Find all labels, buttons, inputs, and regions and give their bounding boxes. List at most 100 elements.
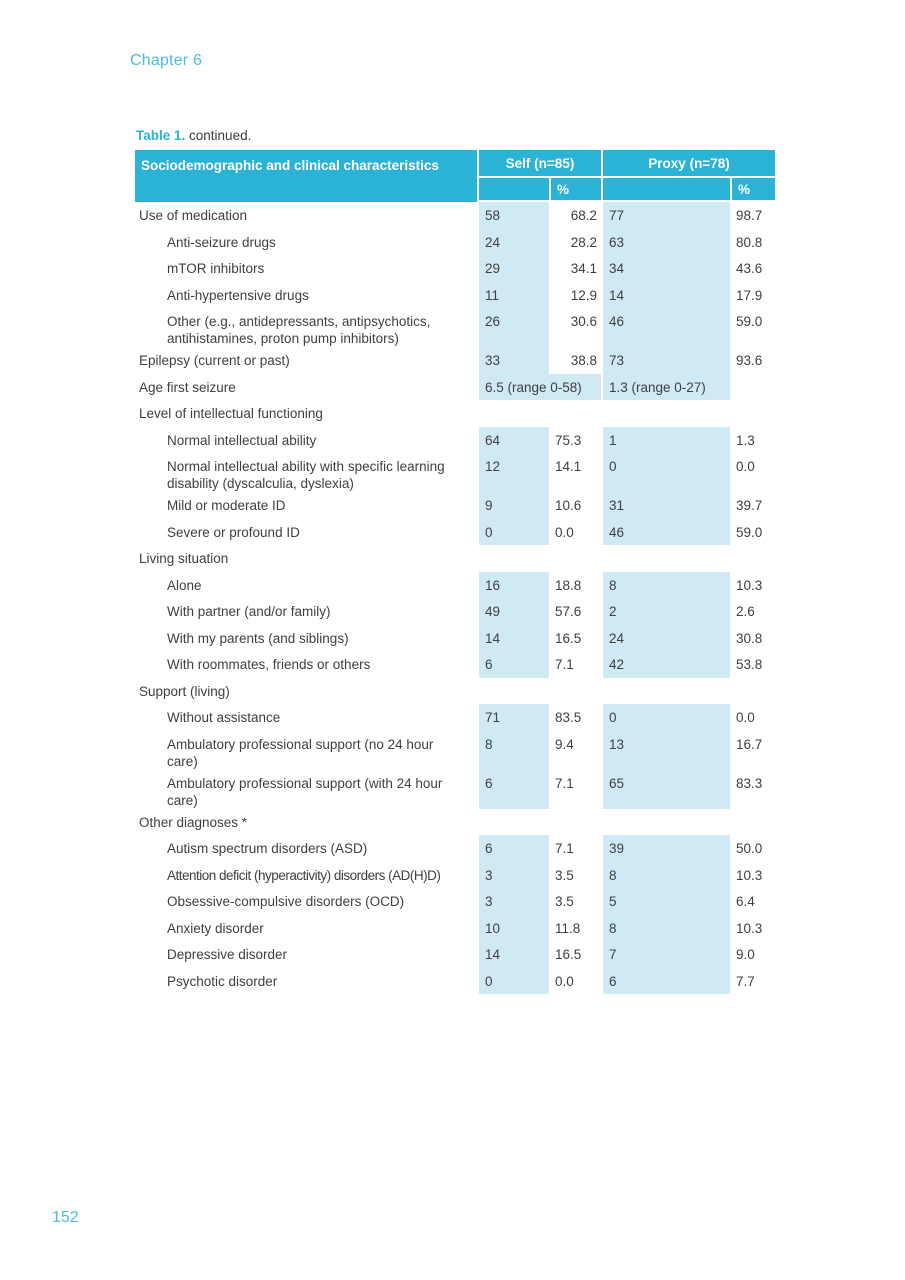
cell-proxy-pct: 1.3 [736,432,755,448]
row-label: With my parents (and siblings) [167,630,349,646]
header-proxy-n [601,178,730,202]
cell-proxy-n: 65 [601,769,730,809]
row-label: Ambulatory professional support (no 24 h… [167,736,434,769]
cell-proxy-n: 24 [601,624,730,651]
cell-proxy-pct: 53.8 [736,657,763,672]
cell-proxy-n: 39 [601,835,730,862]
table-caption: Table 1. continued. [136,128,251,143]
table-row: Psychotic disorder 0 0.0 6 7.7 [135,967,775,994]
cell-self-n: 14 [477,941,549,968]
row-label: Normal intellectual ability with specifi… [167,459,445,491]
section-row: Support (living) [135,678,775,705]
cell-proxy-pct: 30.8 [736,630,763,646]
cell-self-pct: 9.4 [555,736,574,752]
cell-self-n: 16 [477,571,549,598]
cell-proxy-n: 6 [601,967,730,994]
page-number: 152 [52,1209,79,1226]
section-label: Living situation [139,551,229,566]
row-label: Age first seizure [139,379,236,395]
section-label: Other diagnoses * [139,814,248,830]
table-row: Ambulatory professional support (with 24… [135,769,775,809]
cell-self-n: 0 [477,967,549,994]
header-row-groups: Sociodemographic and clinical characteri… [135,150,776,202]
cell-self-pct: 30.6 [570,314,597,329]
header-proxy-pct: % [730,178,776,202]
cell-self-pct: 14.1 [555,459,582,474]
characteristics-table: Sociodemographic and clinical characteri… [135,150,776,994]
header-row-sub: % % [135,178,776,202]
row-label: Other (e.g., antidepressants, antipsycho… [167,314,431,346]
cell-self-pct: 0.0 [555,973,574,989]
cell-self-pct: 18.8 [555,577,582,593]
table-row: Anti-seizure drugs 24 28.2 63 80.8 [135,228,775,255]
cell-self-pct: 7.1 [555,657,574,672]
cell-self-pct: 38.8 [570,353,597,368]
cell-self-n: 0 [477,518,549,545]
cell-proxy-pct: 16.7 [736,736,763,752]
cell-self-n: 58 [477,202,549,229]
row-label: Without assistance [167,710,281,725]
cell-self-range: 6.5 (range 0-58) [477,373,601,400]
row-label: With partner (and/or family) [167,604,331,619]
row-label: Obsessive-compulsive disorders (OCD) [167,894,405,909]
cell-proxy-n: 5 [601,888,730,915]
cell-self-pct: 3.5 [555,867,574,883]
table-row: Anti-hypertensive drugs 11 12.9 14 17.9 [135,281,775,308]
cell-self-pct: 34.1 [570,261,597,276]
cell-self-n: 14 [477,624,549,651]
cell-self-pct: 7.1 [555,841,574,856]
cell-proxy-pct: 59.0 [736,524,763,540]
table-row: Severe or profound ID 0 0.0 46 59.0 [135,518,775,545]
chapter-heading: Chapter 6 [130,52,203,69]
table-row: Obsessive-compulsive disorders (OCD) 3 3.5… [135,888,775,915]
cell-proxy-n: 34 [601,255,730,282]
cell-proxy-pct: 43.6 [736,261,763,276]
table-row: Normal intellectual ability with specifi… [135,453,775,492]
cell-self-n: 6 [477,769,549,809]
table-row: Autism spectrum disorders (ASD) 6 7.1 39 50.… [135,835,775,862]
cell-proxy-pct [730,374,775,401]
table-row: Normal intellectual ability 64 75.3 1 1.3 [135,426,775,453]
cell-proxy-n: 0 [601,704,730,731]
cell-self-n: 9 [477,492,549,519]
section-row: Level of intellectual functioning [135,400,775,427]
cell-proxy-n: 7 [601,941,730,968]
row-label: Epilepsy (current or past) [139,353,290,368]
cell-self-n: 33 [477,347,549,374]
table-body: Use of medication 58 68.2 77 98.7 Anti-seizur… [135,202,775,994]
cell-proxy-pct: 98.7 [736,208,763,223]
cell-self-pct: 12.9 [570,287,597,303]
cell-proxy-n: 46 [601,308,730,347]
table-row: With roommates, friends or others 6 7.1 42 5… [135,651,775,678]
cell-self-n: 6 [477,651,549,678]
header-self-group: Self (n=85) [477,150,601,178]
cell-proxy-n: 8 [601,861,730,888]
cell-self-n: 3 [477,888,549,915]
table-row: Without assistance 71 83.5 0 0.0 [135,704,775,731]
row-label: Alone [167,577,202,593]
cell-self-n: 10 [477,914,549,941]
cell-proxy-n: 77 [601,202,730,229]
cell-proxy-pct: 2.6 [736,604,755,619]
row-label: Psychotic disorder [167,973,278,989]
cell-proxy-n: 2 [601,598,730,625]
cell-proxy-n: 1 [601,426,730,453]
cell-self-pct: 16.5 [555,630,582,646]
header-self-pct: % [549,178,601,202]
cell-self-pct: 68.2 [570,208,597,223]
cell-self-n: 64 [477,426,549,453]
table-caption-label: Table 1. [136,128,186,143]
cell-self-n: 71 [477,704,549,731]
cell-proxy-pct: 59.0 [736,314,763,329]
cell-self-n: 26 [477,308,549,347]
cell-proxy-pct: 83.3 [736,775,763,791]
cell-proxy-n: 42 [601,651,730,678]
header-self-n [477,178,549,202]
cell-self-pct: 16.5 [555,947,582,962]
table-row: Epilepsy (current or past) 33 38.8 73 93.6 [135,347,775,374]
table-row: Attention deficit (hyperactivity) disord… [135,861,775,888]
table-row: With my parents (and siblings) 14 16.5 24 30… [135,624,775,651]
cell-proxy-n: 46 [601,518,730,545]
table-row: Other (e.g., antidepressants, antipsycho… [135,308,775,347]
cell-proxy-pct: 10.3 [736,867,763,883]
